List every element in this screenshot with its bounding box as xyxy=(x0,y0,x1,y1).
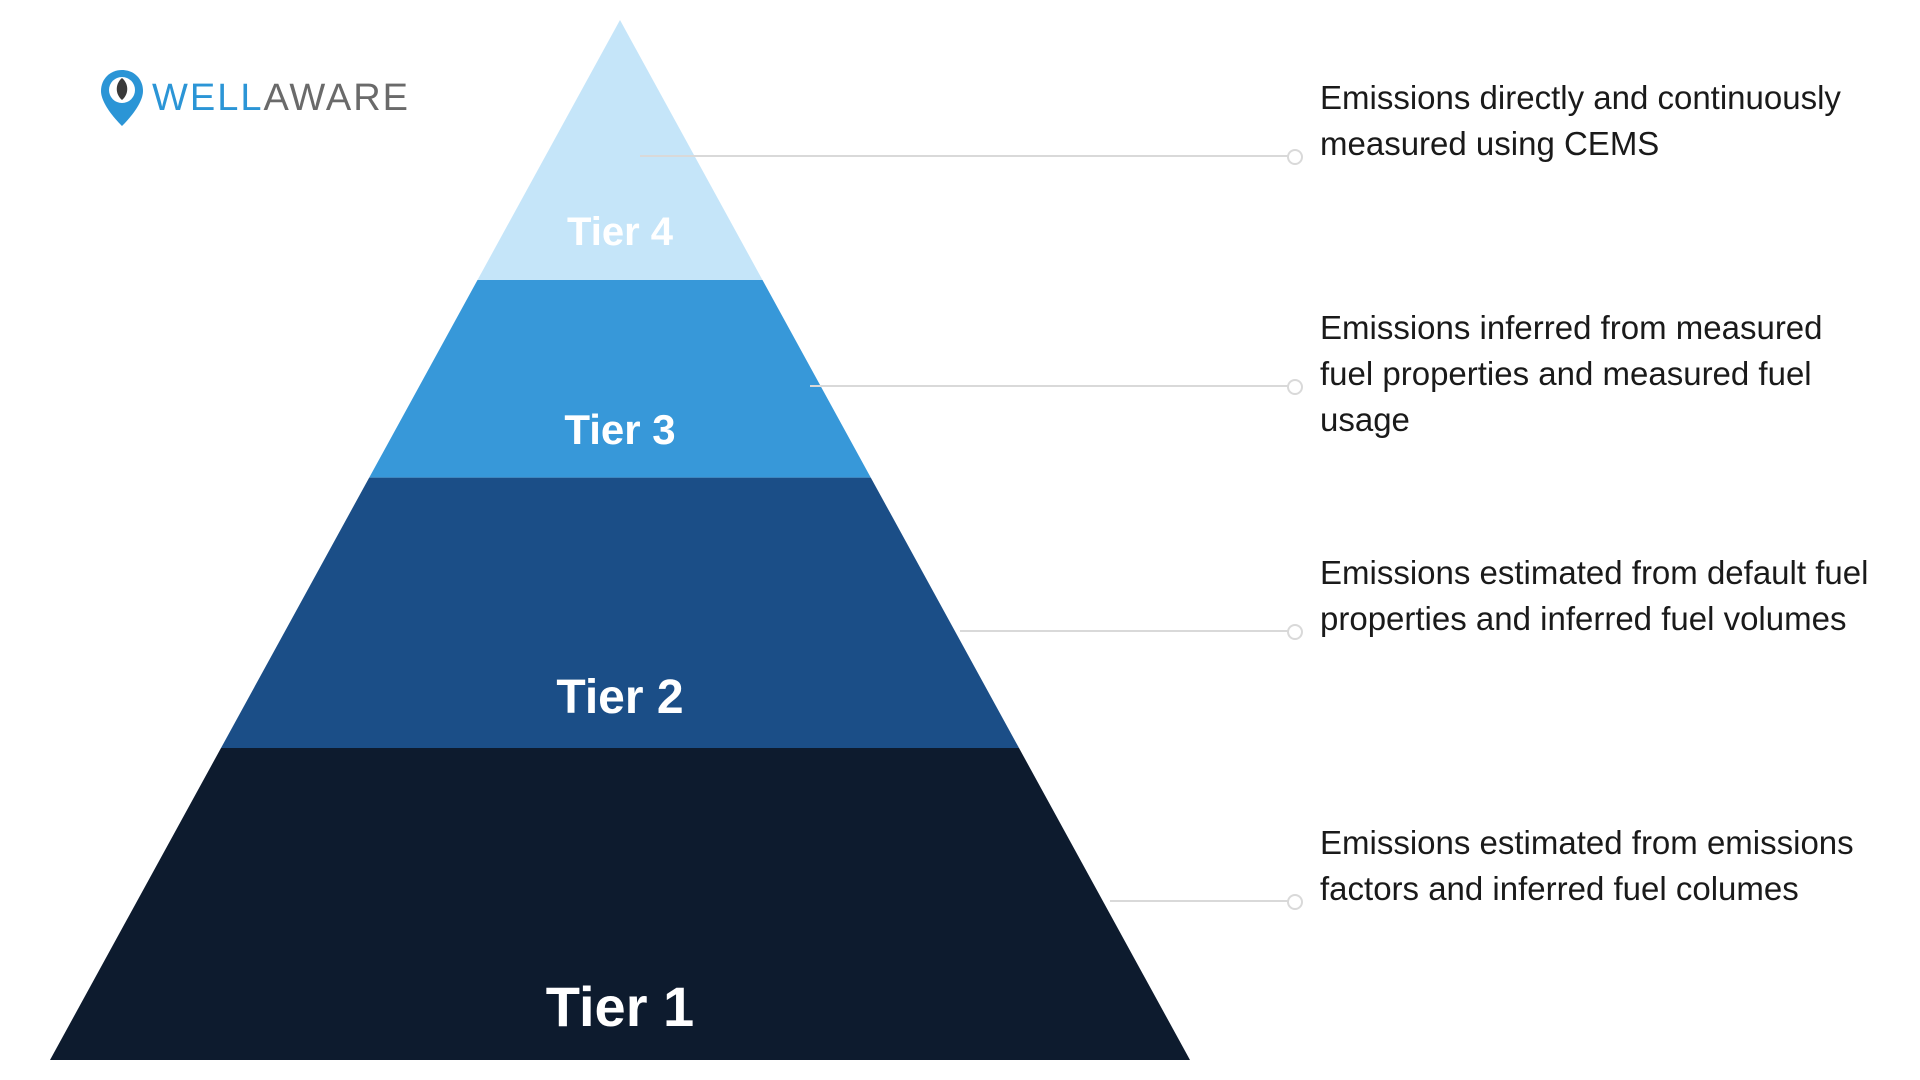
tier-label-1: Tier 1 xyxy=(470,974,770,1039)
connector-4 xyxy=(640,155,1295,157)
connector-1 xyxy=(1110,900,1295,902)
callout-2: Emissions estimated from default fuel pr… xyxy=(1320,550,1880,642)
tier-label-2: Tier 2 xyxy=(470,670,770,725)
tier-pyramid xyxy=(50,20,1190,1060)
callout-1: Emissions estimated from emissions facto… xyxy=(1320,820,1880,912)
tier-label-3: Tier 3 xyxy=(470,406,770,454)
connector-2 xyxy=(960,630,1295,632)
callout-3: Emissions inferred from measured fuel pr… xyxy=(1320,305,1880,444)
connector-3 xyxy=(810,385,1295,387)
callout-4: Emissions directly and continuously meas… xyxy=(1320,75,1880,167)
tier-label-4: Tier 4 xyxy=(470,210,770,255)
